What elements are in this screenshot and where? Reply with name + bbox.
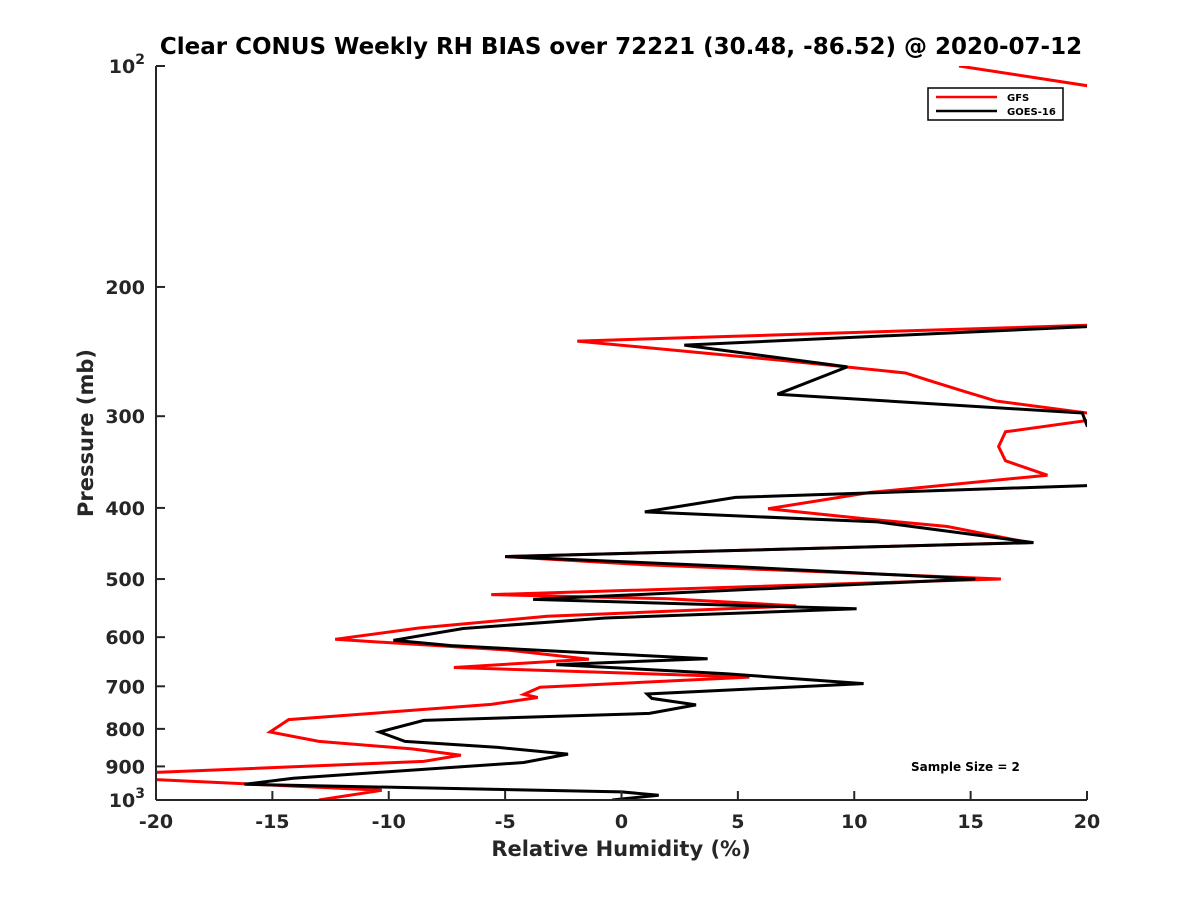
legend: GFS GOES-16: [927, 87, 1064, 121]
y-tick-label: 800: [105, 719, 145, 741]
series-line-gfs: [156, 66, 1087, 800]
y-tick-label: 700: [105, 676, 145, 698]
x-tick-label: -5: [495, 811, 516, 833]
x-tick-label: 5: [731, 811, 744, 833]
x-tick-label: -20: [139, 811, 173, 833]
chart-title: Clear CONUS Weekly RH BIAS over 72221 (3…: [160, 34, 1082, 60]
legend-label-gfs: GFS: [1007, 93, 1029, 104]
y-ticks: 102 200 300 400 500 600 700 800 900 103: [105, 52, 165, 812]
legend-label-goes16: GOES-16: [1007, 107, 1056, 118]
y-tick-label: 200: [105, 277, 145, 299]
x-tick-label: -15: [255, 811, 289, 833]
series-line-goes16: [244, 325, 1087, 800]
x-tick-label: 10: [841, 811, 867, 833]
y-tick-label: 102: [109, 52, 145, 78]
y-tick-label: 103: [109, 786, 145, 812]
y-tick-label: 400: [105, 498, 145, 520]
series-layer: [156, 66, 1087, 800]
y-axis-label: Pressure (mb): [74, 349, 98, 517]
x-ticks: -20 -15 -10 -5 0 5 10 15 20: [139, 791, 1100, 833]
x-tick-label: -10: [372, 811, 406, 833]
y-tick-label: 900: [105, 756, 145, 778]
x-tick-label: 20: [1074, 811, 1100, 833]
x-tick-label: 15: [957, 811, 983, 833]
x-tick-label: 0: [615, 811, 628, 833]
legend-box: [927, 87, 1064, 121]
y-tick-label: 600: [105, 627, 145, 649]
y-tick-label: 300: [105, 406, 145, 428]
x-axis-label: Relative Humidity (%): [491, 837, 750, 861]
y-tick-label: 500: [105, 569, 145, 591]
sample-size-annotation: Sample Size = 2: [911, 760, 1020, 774]
